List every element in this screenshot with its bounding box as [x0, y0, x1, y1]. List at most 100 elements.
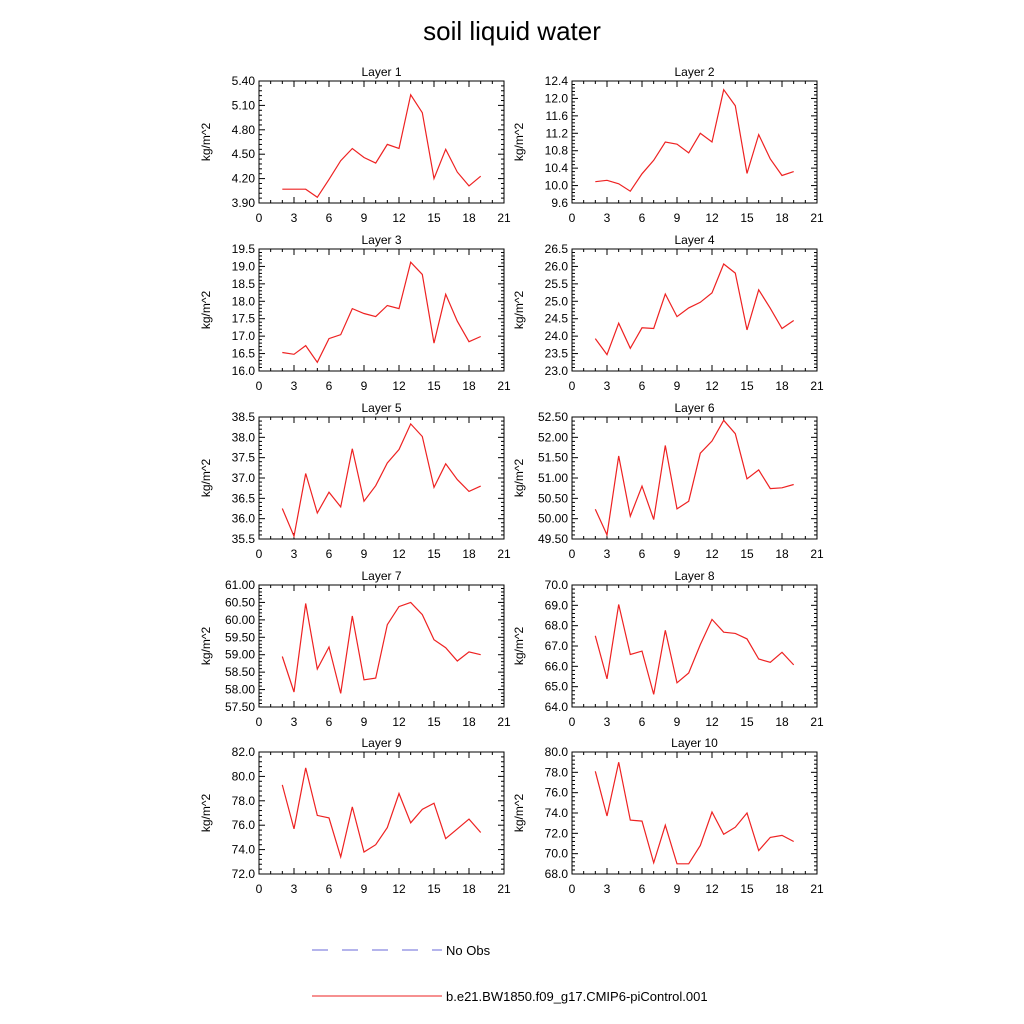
y-tick-label: 12.0 — [545, 91, 569, 105]
plot-frame — [258, 751, 505, 875]
y-tick-label: 82.0 — [232, 745, 256, 759]
series-line — [595, 88, 794, 193]
y-tick-label: 12.4 — [545, 74, 569, 88]
y-tick-label: 58.50 — [225, 665, 255, 679]
y-tick-label: 18.0 — [232, 294, 256, 308]
y-tick-label: 72.0 — [232, 867, 256, 881]
x-tick-label: 0 — [256, 211, 263, 225]
legend: No Obs b.e21.BW1850.f09_g17.CMIP6-piCont… — [312, 943, 708, 1004]
x-tick-label: 6 — [639, 547, 646, 561]
x-tick-label: 0 — [569, 211, 576, 225]
y-tick-label: 16.5 — [232, 347, 256, 361]
series-line — [594, 419, 794, 537]
y-axis-label: kg/m^2 — [199, 794, 213, 833]
x-tick-label: 3 — [291, 547, 298, 561]
series-line — [594, 263, 795, 356]
plot-frame — [258, 416, 505, 540]
x-tick-label: 3 — [604, 379, 611, 393]
y-tick-label: 76.0 — [545, 786, 569, 800]
y-tick-label: 49.50 — [538, 532, 568, 546]
panel-layer-8: Layer 8 kg/m^2 64.0 65.0 66.0 67.0 68.0 69.0 70.… — [512, 569, 824, 729]
y-tick-label: 5.10 — [232, 98, 256, 112]
y-tick-label: 23.5 — [545, 347, 569, 361]
series-line — [282, 260, 481, 364]
x-tick-label: 21 — [497, 211, 511, 225]
y-tick-label: 59.50 — [225, 630, 255, 644]
x-tick-label: 9 — [674, 211, 681, 225]
x-tick-label: 15 — [740, 715, 754, 729]
y-tick-label: 35.5 — [232, 532, 256, 546]
y-tick-label: 19.0 — [232, 259, 256, 273]
y-tick-label: 70.0 — [545, 847, 569, 861]
y-tick-label: 11.2 — [546, 126, 569, 140]
x-tick-label: 15 — [740, 379, 754, 393]
series-line — [594, 604, 795, 695]
y-tick-label: 24.5 — [545, 312, 569, 326]
x-tick-label: 3 — [291, 882, 298, 896]
y-axis-label: kg/m^2 — [512, 291, 526, 330]
y-tick-label: 37.5 — [232, 451, 256, 465]
series-line — [281, 601, 481, 694]
x-tick-label: 21 — [497, 882, 511, 896]
y-axis-label: kg/m^2 — [512, 123, 526, 162]
x-tick-label: 9 — [361, 882, 368, 896]
y-tick-label: 80.0 — [232, 769, 256, 783]
panel-title: Layer 10 — [671, 736, 718, 750]
y-axis-label: kg/m^2 — [512, 794, 526, 833]
x-tick-label: 0 — [569, 379, 576, 393]
y-tick-label: 68.0 — [545, 867, 569, 881]
y-tick-label: 25.5 — [545, 277, 569, 291]
y-tick-label: 17.5 — [232, 312, 256, 326]
y-tick-label: 74.0 — [232, 843, 256, 857]
y-tick-label: 60.50 — [225, 595, 255, 609]
x-tick-label: 21 — [810, 715, 824, 729]
legend-label-model: b.e21.BW1850.f09_g17.CMIP6-piControl.001 — [446, 989, 708, 1004]
x-tick-label: 0 — [256, 547, 263, 561]
x-tick-label: 9 — [361, 547, 368, 561]
y-axis-label: kg/m^2 — [512, 627, 526, 666]
panel-title: Layer 9 — [361, 736, 401, 750]
x-tick-label: 12 — [705, 211, 719, 225]
x-tick-label: 18 — [775, 715, 789, 729]
x-tick-label: 0 — [256, 715, 263, 729]
y-tick-label: 69.0 — [545, 598, 569, 612]
y-tick-label: 36.0 — [232, 512, 256, 526]
x-tick-label: 0 — [256, 379, 263, 393]
y-tick-label: 50.50 — [538, 491, 568, 505]
panel-title: Layer 6 — [674, 401, 714, 415]
x-tick-label: 9 — [674, 547, 681, 561]
x-tick-label: 0 — [569, 715, 576, 729]
x-tick-label: 15 — [427, 211, 441, 225]
panel-layer-7: Layer 7kg/m^257.5058.0058.5059.0059.5060… — [199, 569, 511, 729]
y-tick-label: 57.50 — [225, 700, 255, 714]
x-tick-label: 18 — [775, 882, 789, 896]
x-tick-label: 15 — [427, 379, 441, 393]
y-tick-label: 64.0 — [545, 700, 569, 714]
x-tick-label: 12 — [392, 547, 406, 561]
y-tick-label: 10.8 — [545, 144, 569, 158]
plot-frame — [571, 584, 818, 708]
plot-frame — [258, 248, 505, 372]
y-tick-label: 61.00 — [225, 578, 255, 592]
x-tick-label: 21 — [810, 882, 824, 896]
x-tick-label: 9 — [361, 715, 368, 729]
x-tick-label: 21 — [497, 379, 511, 393]
x-tick-label: 9 — [674, 715, 681, 729]
y-tick-label: 5.40 — [232, 74, 256, 88]
series-line — [281, 767, 482, 860]
y-tick-label: 10.0 — [545, 179, 569, 193]
x-tick-label: 12 — [705, 882, 719, 896]
y-tick-label: 4.80 — [232, 123, 256, 137]
x-tick-label: 0 — [569, 882, 576, 896]
y-tick-label: 51.50 — [538, 451, 568, 465]
x-tick-label: 3 — [604, 882, 611, 896]
x-tick-label: 18 — [462, 379, 476, 393]
panel-layer-2: Layer 2 kg/m^2 9.6 10.0 10.4 10.8 11.2 11.6 12.0… — [512, 65, 824, 225]
series-line — [281, 422, 481, 539]
panel-layer-3: Layer 3 kg/m^2 16.0 16.5 17.0 17.5 18.0 18.5 19.… — [199, 233, 511, 393]
x-tick-label: 18 — [775, 211, 789, 225]
y-tick-label: 37.0 — [232, 471, 256, 485]
x-tick-label: 3 — [291, 211, 298, 225]
